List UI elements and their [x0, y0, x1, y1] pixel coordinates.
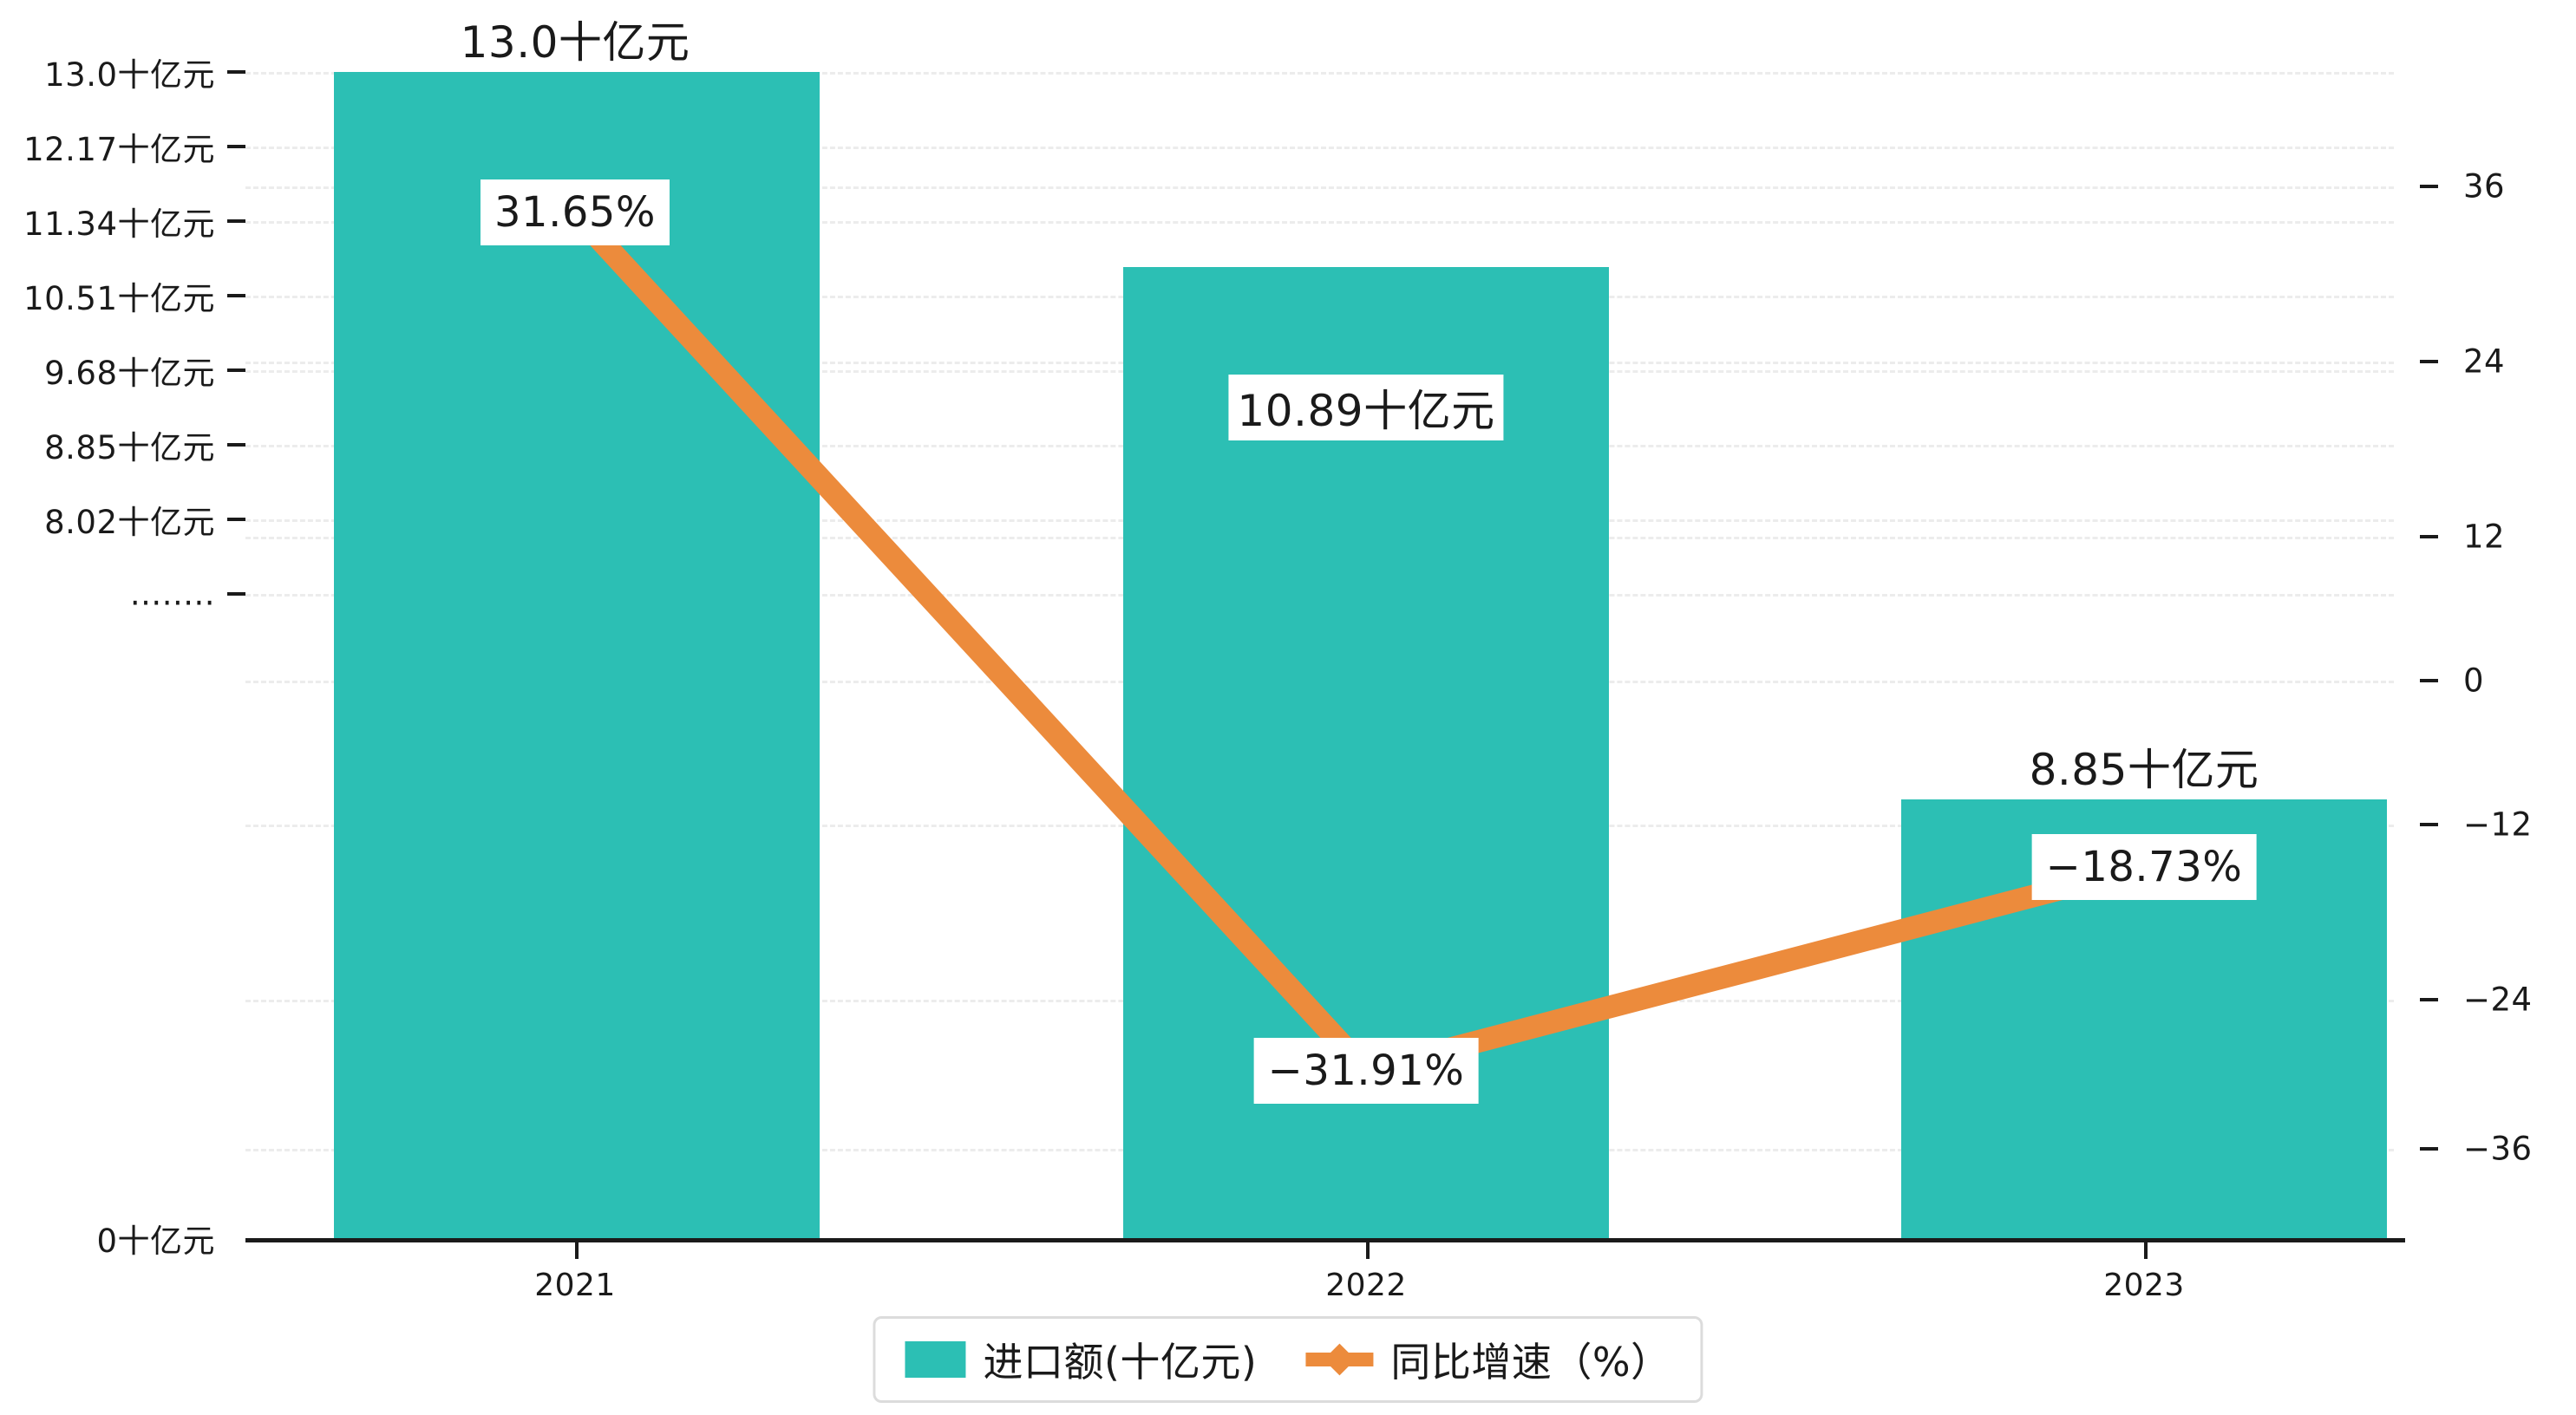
y-tick-label-left-9: 0十亿元 [96, 1223, 215, 1260]
line-swatch-marker-icon [1323, 1343, 1356, 1376]
x-tick-label-2022: 2022 [1325, 1268, 1407, 1303]
y-tick-label-left-1: 13.0十亿元 [44, 56, 215, 94]
x-tick-mark-2023 [2144, 1240, 2148, 1259]
y-tick-label-left-8: ........ [129, 575, 215, 613]
y-tick-mark-right-1 [2420, 185, 2438, 188]
bar-2021[interactable] [334, 72, 820, 1238]
bar-value-label-2023: 8.85十亿元 [2020, 734, 2268, 799]
chart-legend: 进口额(十亿元) 同比增速（%） [873, 1316, 1703, 1403]
line-value-label-2021: 31.65% [480, 179, 670, 245]
y-tick-label-left-4: 10.51十亿元 [23, 280, 215, 317]
bar-value-label-2022: 10.89十亿元 [1228, 375, 1504, 440]
y-tick-label-left-7: 8.02十亿元 [44, 504, 215, 541]
y-tick-mark-right-3 [2420, 535, 2438, 538]
y-tick-mark-right-4 [2420, 679, 2438, 682]
y-tick-mark-left-6 [227, 443, 245, 447]
y-tick-mark-left-2 [227, 145, 245, 148]
gridline-right-36 [245, 186, 2394, 189]
y-tick-label-right-6: −24 [2463, 981, 2533, 1019]
y-tick-mark-left-4 [227, 294, 245, 297]
x-tick-label-2023: 2023 [2103, 1268, 2185, 1303]
y-tick-mark-right-2 [2420, 360, 2438, 363]
x-tick-mark-2021 [575, 1240, 579, 1259]
y-tick-mark-left-3 [227, 219, 245, 223]
y-tick-label-right-7: −36 [2463, 1130, 2533, 1168]
y-tick-label-left-5: 9.68十亿元 [44, 355, 215, 392]
legend-label-import-amount: 进口额(十亿元) [983, 1339, 1258, 1386]
y-tick-label-right-2: 24 [2463, 342, 2506, 381]
line-swatch-icon [1305, 1341, 1374, 1378]
line-value-label-2022: −31.91% [1253, 1038, 1479, 1104]
x-tick-mark-2022 [1366, 1240, 1370, 1259]
y-tick-mark-left-1 [227, 70, 245, 74]
legend-item-import-amount[interactable]: 进口额(十亿元) [905, 1331, 1257, 1388]
gridline-left-13 [245, 72, 2394, 75]
y-tick-label-right-5: −12 [2463, 805, 2533, 844]
bar-swatch-icon [905, 1341, 966, 1378]
y-tick-mark-left-5 [227, 368, 245, 372]
y-tick-mark-left-8 [227, 592, 245, 596]
y-tick-mark-right-6 [2420, 998, 2438, 1001]
y-tick-mark-right-5 [2420, 823, 2438, 826]
legend-label-growth-rate: 同比增速（%） [1390, 1339, 1671, 1386]
y-tick-label-right-1: 36 [2463, 167, 2506, 205]
x-axis-line [245, 1238, 2405, 1242]
line-value-label-2023: −18.73% [2031, 834, 2257, 900]
legend-item-growth-rate[interactable]: 同比增速（%） [1305, 1331, 1670, 1388]
y-tick-label-left-3: 11.34十亿元 [23, 205, 215, 243]
gridline-left-1217 [245, 147, 2394, 149]
y-tick-label-left-6: 8.85十亿元 [44, 429, 215, 466]
y-tick-label-right-3: 12 [2463, 518, 2506, 556]
y-tick-mark-left-7 [227, 518, 245, 521]
y-tick-mark-right-7 [2420, 1147, 2438, 1151]
y-tick-label-left-2: 12.17十亿元 [23, 131, 215, 168]
bar-value-label-2021: 13.0十亿元 [451, 6, 699, 72]
y-tick-label-right-4: 0 [2463, 662, 2485, 700]
x-tick-label-2021: 2021 [534, 1268, 616, 1303]
